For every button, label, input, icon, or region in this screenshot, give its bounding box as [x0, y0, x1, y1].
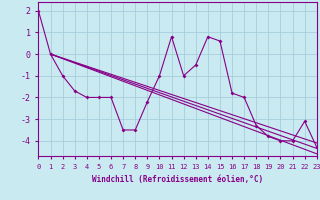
- X-axis label: Windchill (Refroidissement éolien,°C): Windchill (Refroidissement éolien,°C): [92, 175, 263, 184]
